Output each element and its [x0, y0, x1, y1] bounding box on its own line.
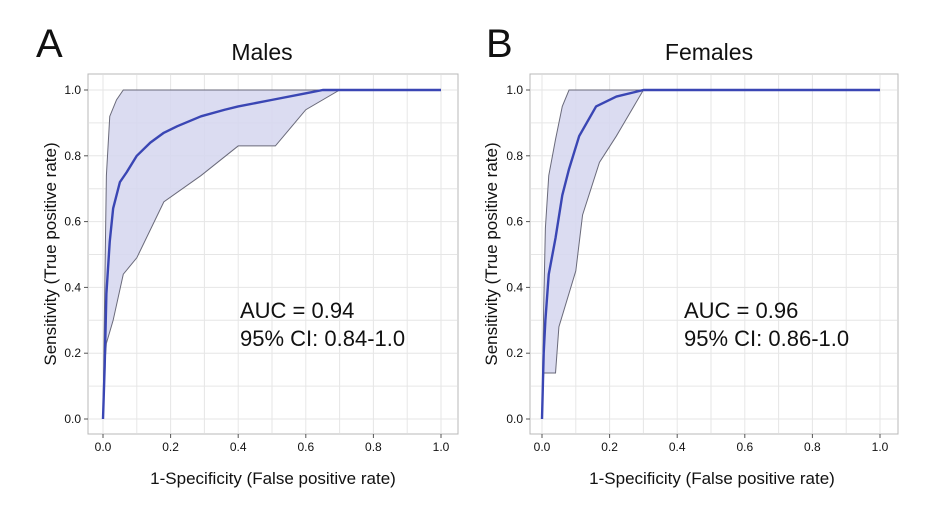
ci-band-males [102, 89, 441, 420]
y-ticks-females: 0.0 0.2 0.4 0.6 0.8 1.0 [506, 83, 530, 426]
panel-females: B Females 0.0 0.2 0.4 0.6 0.8 1.0 0.00.20.40.… [482, 22, 899, 488]
x-tick-label: 0.6 [736, 440, 753, 454]
x-ticks-females: 0.0 0.2 0.4 0.6 0.8 1.0 [534, 434, 889, 454]
ci-band-males [102, 89, 441, 420]
x-tick-label: 0.2 [601, 440, 618, 454]
panel-letter-b: B [486, 22, 513, 66]
y-axis-label-females: Sensitivity (True positive rate) [482, 142, 501, 365]
y-tick-label: 0.0 [64, 412, 81, 426]
x-tick-label: 1.0 [433, 440, 450, 454]
auc-label-females: AUC = 0.96 [684, 298, 798, 323]
ci-label-males: 95% CI: 0.84-1.0 [240, 326, 405, 351]
x-ticks-males: 0.0 0.2 0.4 0.6 0.8 1.0 [95, 434, 450, 454]
x-tick-label: 0.2 [162, 440, 179, 454]
y-tick-label: 1.0 [506, 83, 523, 97]
x-tick-label: 0.4 [230, 440, 247, 454]
panel-males: A Males 0.0 0.2 0.4 0.6 0.8 1.0 0.00.20.40.60… [36, 22, 459, 488]
y-tick-label: 0.4 [506, 280, 523, 294]
roc-curve-males [101, 88, 441, 420]
x-tick-label: 0.4 [669, 440, 686, 454]
x-tick-label: 0.8 [804, 440, 821, 454]
y-tick-label: 0.0 [506, 412, 523, 426]
y-axis-label-males: Sensitivity (True positive rate) [41, 142, 60, 365]
y-tick-label: 0.2 [506, 346, 523, 360]
roc-line-females [540, 88, 880, 420]
x-tick-label: 1.0 [872, 440, 889, 454]
x-tick-label: 0.0 [534, 440, 551, 454]
chart-title-females: Females [665, 39, 753, 65]
x-axis-label-males: 1-Specificity (False positive rate) [150, 469, 396, 488]
x-tick-label: 0.0 [95, 440, 112, 454]
y-tick-label: 0.8 [64, 149, 81, 163]
panel-letter-a: A [36, 22, 63, 66]
x-tick-label: 0.8 [365, 440, 382, 454]
x-tick-label: 0.6 [297, 440, 314, 454]
auc-label-males: AUC = 0.94 [240, 298, 354, 323]
y-ticks-males: 0.0 0.2 0.4 0.6 0.8 1.0 [64, 83, 88, 426]
y-tick-label: 0.6 [506, 215, 523, 229]
roc-curve-females [540, 88, 880, 420]
y-tick-label: 0.4 [64, 280, 81, 294]
x-axis-label-females: 1-Specificity (False positive rate) [589, 469, 835, 488]
ci-label-females: 95% CI: 0.86-1.0 [684, 326, 849, 351]
y-tick-label: 0.6 [64, 215, 81, 229]
roc-line-males [101, 88, 441, 420]
chart-title-males: Males [231, 39, 292, 65]
y-tick-label: 0.2 [64, 346, 81, 360]
y-tick-label: 1.0 [64, 83, 81, 97]
y-tick-label: 0.8 [506, 149, 523, 163]
